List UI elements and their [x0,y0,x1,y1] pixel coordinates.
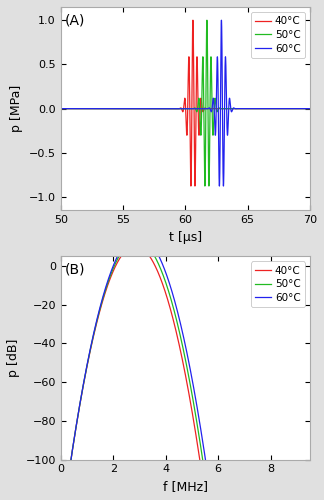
60°C [257,106,261,112]
60°C [308,106,312,112]
60°C [127,236,131,242]
Line: 60°C: 60°C [61,20,310,186]
50°C [244,106,248,112]
40°C [149,106,153,112]
50°C [149,106,153,112]
Y-axis label: p [MPa]: p [MPa] [10,85,23,132]
60°C [244,106,248,112]
Line: 60°C: 60°C [61,235,310,500]
50°C [203,183,207,189]
50°C [308,106,312,112]
Legend: 40°C, 50°C, 60°C: 40°C, 50°C, 60°C [251,262,305,307]
60°C [206,106,210,112]
40°C [206,106,210,112]
50°C [95,318,99,324]
50°C [130,238,134,244]
40°C [217,106,221,112]
Line: 40°C: 40°C [61,246,310,500]
40°C [71,106,75,112]
50°C [59,106,63,112]
40°C [257,106,261,112]
40°C [95,319,99,325]
50°C [217,105,221,111]
50°C [257,106,261,112]
50°C [71,106,75,112]
60°C [59,106,63,112]
40°C [191,17,195,23]
40°C [130,244,134,250]
Line: 50°C: 50°C [61,20,310,186]
Text: (A): (A) [64,13,85,27]
60°C [217,183,221,189]
40°C [189,183,193,189]
60°C [136,232,140,238]
X-axis label: f [MHz]: f [MHz] [163,480,208,493]
40°C [244,106,248,112]
50°C [135,237,139,243]
60°C [64,488,68,494]
40°C [133,243,137,249]
40°C [308,106,312,112]
Legend: 40°C, 50°C, 60°C: 40°C, 50°C, 60°C [251,12,305,58]
40°C [64,488,68,494]
Y-axis label: p [dB]: p [dB] [7,339,20,377]
Text: (B): (B) [64,262,85,276]
60°C [217,175,221,181]
40°C [59,106,63,112]
Line: 50°C: 50°C [61,240,310,500]
Line: 40°C: 40°C [61,20,310,186]
60°C [219,17,223,23]
60°C [149,106,153,112]
50°C [64,488,68,494]
X-axis label: t [μs]: t [μs] [169,230,202,243]
60°C [71,106,75,112]
50°C [206,146,210,152]
50°C [205,17,209,23]
40°C [127,245,131,251]
50°C [127,240,131,246]
60°C [95,316,99,322]
60°C [130,234,134,240]
